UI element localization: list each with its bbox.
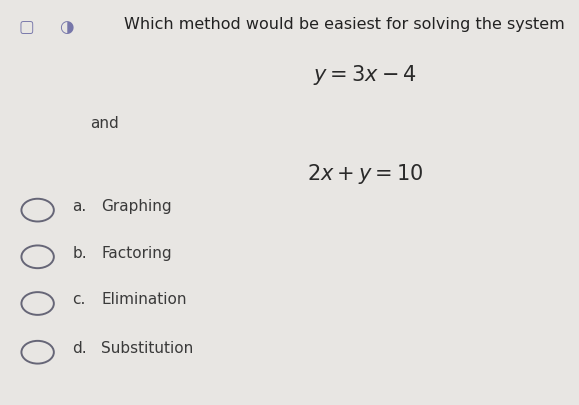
Text: c.: c. [72, 292, 86, 307]
Text: b.: b. [72, 245, 87, 260]
Text: and: and [90, 115, 119, 130]
Text: $y = 3x - 4$: $y = 3x - 4$ [313, 63, 417, 87]
Text: Elimination: Elimination [101, 292, 187, 307]
Text: Substitution: Substitution [101, 340, 193, 355]
Text: ▢: ▢ [18, 18, 34, 36]
Text: d.: d. [72, 340, 87, 355]
Text: ◑: ◑ [59, 18, 74, 36]
Text: $2x + y = 10$: $2x + y = 10$ [306, 162, 423, 186]
Text: Graphing: Graphing [101, 198, 172, 213]
Text: a.: a. [72, 198, 87, 213]
Text: Which method would be easiest for solving the system: Which method would be easiest for solvin… [124, 17, 565, 32]
Text: Factoring: Factoring [101, 245, 172, 260]
